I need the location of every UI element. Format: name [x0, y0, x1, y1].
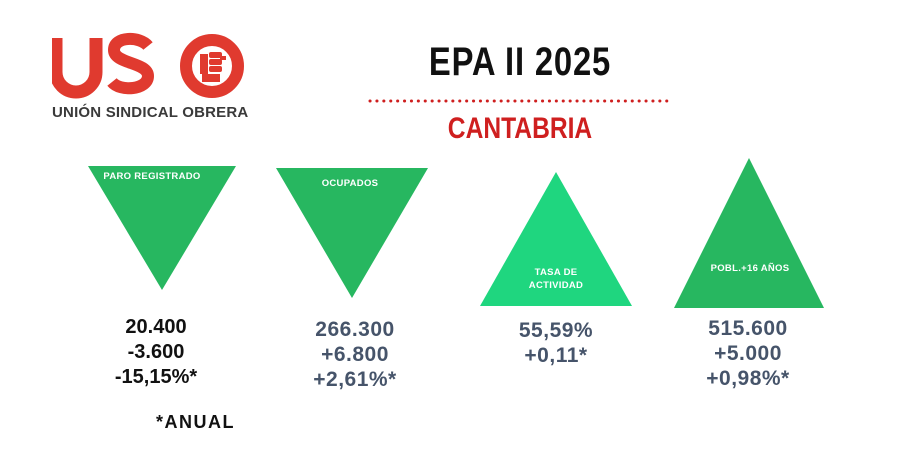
up-triangle-poblacion	[674, 158, 824, 308]
poblacion-value: 515.600	[708, 317, 788, 340]
ocupados-change-pct: +2,61%*	[313, 368, 397, 391]
page-title: EPA II 2025	[428, 40, 612, 84]
indicator-label-ocupados: OCUPADOS	[321, 178, 379, 189]
poblacion-change-pct: +0,98%*	[706, 367, 790, 390]
tasa-label-line-2: ACTIVIDAD	[528, 280, 584, 291]
tasa-label-line-1: TASA DE	[534, 267, 578, 278]
region-title: CANTABRIA	[447, 112, 593, 145]
down-triangle-paro	[88, 166, 236, 290]
logo-letter-s	[107, 33, 155, 95]
uso-logo	[52, 33, 244, 99]
paro-change-pct: -15,15%*	[114, 366, 198, 388]
indicator-label-poblacion: POBL.+16 AÑOS	[710, 263, 790, 274]
ocupados-change: +6.800	[321, 343, 389, 366]
poblacion-change: +5.000	[714, 342, 782, 365]
tasa-value: 55,59%	[518, 319, 594, 342]
indicator-values-tasa: 55,59% +0,11*	[504, 318, 608, 368]
indicator-values-ocupados: 266.300 +6.800 +2,61%*	[300, 317, 410, 392]
down-triangle-ocupados	[276, 168, 428, 298]
indicator-values-paro: 20.400 -3.600 -15,15%*	[106, 315, 206, 390]
fist-icon	[200, 52, 226, 82]
up-triangle-tasa	[480, 172, 632, 306]
logo-letter-u	[52, 38, 103, 99]
indicator-values-poblacion: 515.600 +5.000 +0,98%*	[688, 316, 808, 391]
logo-subtitle: UNIÓN SINDICAL OBRERA	[52, 104, 249, 121]
tasa-change: +0,11*	[524, 344, 588, 367]
paro-change: -3.600	[127, 341, 185, 363]
dotted-divider	[368, 99, 670, 103]
ocupados-value: 266.300	[315, 318, 395, 341]
logo-letter-o	[180, 34, 244, 98]
indicator-label-tasa: TASA DE ACTIVIDAD	[521, 266, 591, 292]
paro-value: 20.400	[125, 316, 187, 338]
footnote-anual: *ANUAL	[156, 412, 235, 432]
indicator-label-paro: PARO REGISTRADO	[103, 171, 201, 182]
